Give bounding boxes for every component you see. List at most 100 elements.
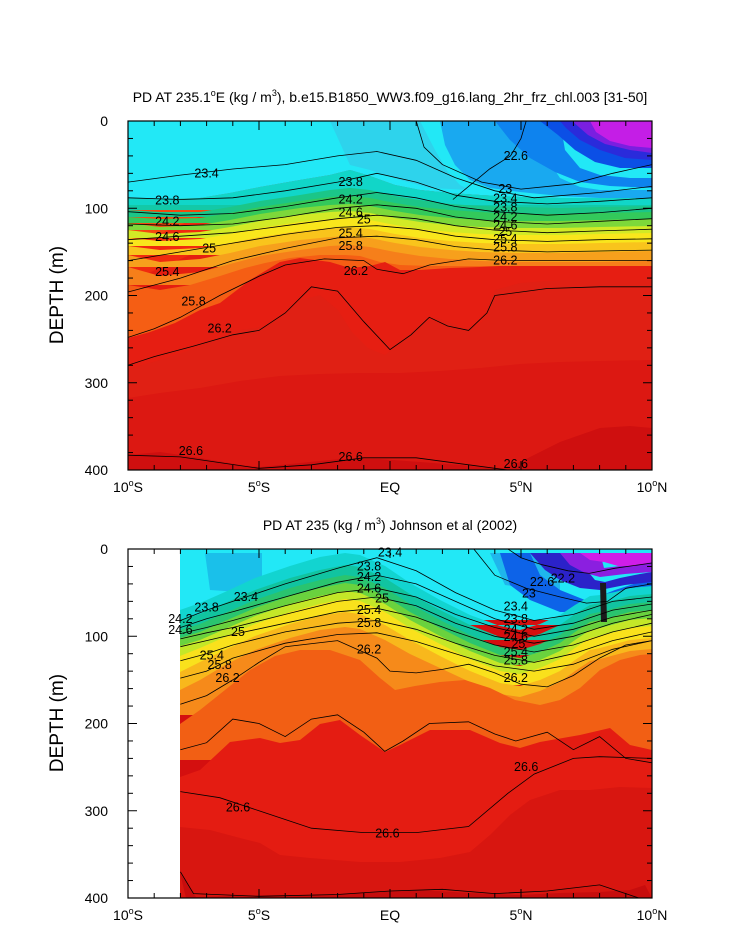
top-isoline-26-6 — [128, 454, 508, 470]
bottom-y-tick-label: 0 — [100, 541, 108, 557]
top-isoline-23 — [415, 121, 652, 190]
bottom-contour-label: 24.6 — [168, 623, 192, 637]
top-contour-label: 24.6 — [155, 230, 179, 244]
top-y-tick-label: 400 — [85, 462, 109, 478]
bottom-contour-label: 22.6 — [530, 575, 554, 589]
top-contour-label: 25.4 — [155, 265, 179, 279]
bottom-contour-lines — [180, 549, 652, 898]
top-y-tick-label: 300 — [85, 375, 109, 391]
bottom-contour-label: 25 — [375, 592, 389, 606]
top-y-axis-label: DEPTH (m) — [47, 246, 68, 344]
bottom-contour-label: 22.2 — [551, 572, 575, 586]
bottom-contour-labels: 23.423.824.224.62525.425.826.223.423.824… — [168, 546, 575, 841]
top-contour-label: 23.8 — [339, 175, 363, 189]
bottom-x-tick-label: 10oN — [637, 906, 668, 923]
top-thermocline-fill — [128, 170, 652, 470]
bottom-contour-label: 24.6 — [504, 630, 528, 644]
bottom-contour-label: 23.4 — [504, 600, 528, 614]
bottom-isoline-24-2 — [180, 587, 652, 637]
bottom-contour-label: 25.8 — [357, 616, 381, 630]
top-axes: 10oS 5oS EQ 5oN 10oN 0 100 200 300 400 — [85, 113, 668, 495]
top-contour-label: 23.8 — [493, 200, 517, 214]
bottom-contour-label: 23.8 — [357, 560, 381, 574]
bottom-isoline-25-8 — [180, 632, 652, 679]
top-contour-label: 25.8 — [493, 241, 517, 255]
top-x-tick-label: 10oN — [637, 478, 668, 495]
top-x-tick-label: EQ — [380, 479, 400, 495]
bottom-x-tick-label: 5oS — [248, 906, 270, 923]
top-isoline-24-2 — [128, 192, 652, 216]
top-isoline-26-2 — [128, 258, 652, 338]
top-isoline-24-6 — [128, 204, 652, 227]
bottom-isoline-25-4 — [180, 620, 652, 663]
bottom-isoline-23-4 — [180, 557, 652, 621]
bottom-isoline-26-6 — [180, 756, 652, 833]
bottom-contour-label: 26.6 — [514, 760, 538, 774]
top-contour-label: 26.2 — [208, 322, 232, 336]
top-chart-title: PD AT 235.1oE (kg / m3), b.e15.B1850_WW3… — [133, 88, 648, 105]
top-x-tick-label: 10oS — [113, 478, 143, 495]
top-contour-label: 26.2 — [493, 254, 517, 268]
bottom-y-tick-label: 200 — [85, 716, 109, 732]
bottom-isoline-26-4 — [180, 714, 652, 764]
top-isoline-25-8 — [128, 235, 652, 293]
bottom-contour-label: 26.2 — [357, 642, 381, 656]
bottom-contour-label: 23.8 — [194, 601, 218, 615]
bottom-contour-label: 25.4 — [504, 645, 528, 659]
top-contour-label: 25 — [202, 241, 216, 255]
bottom-contour-label: 26.6 — [226, 800, 250, 814]
top-contour-label: 26.6 — [504, 457, 528, 471]
top-x-tick-label: 5oN — [510, 478, 533, 495]
bottom-contour-label: 26.6 — [375, 826, 399, 840]
top-contour-label: 25.4 — [493, 232, 517, 246]
top-contour-lines — [128, 121, 652, 470]
top-x-tick-label: 5oS — [248, 478, 270, 495]
top-contour-label: 23.4 — [493, 192, 517, 206]
bottom-contour-label: 25.4 — [200, 648, 224, 662]
top-contour-label: 25.4 — [339, 227, 363, 241]
top-isoline-23-8 — [128, 172, 652, 205]
top-y-tick-label: 200 — [85, 288, 109, 304]
bottom-contour-label: 25.8 — [504, 654, 528, 668]
bottom-contour-label: 23 — [522, 587, 536, 601]
top-isoline-25 — [128, 214, 652, 241]
bottom-contour-label: 23.4 — [234, 590, 258, 604]
bottom-isoline-25 — [180, 607, 652, 653]
top-contour-label: 24.2 — [493, 210, 517, 224]
bottom-contour-label: 25.8 — [208, 658, 232, 672]
bottom-contour-label: 26.2 — [504, 671, 528, 685]
bottom-contour-label: 24.2 — [168, 612, 192, 626]
bottom-isoline-24-6 — [180, 596, 652, 644]
bottom-contour-label: 25 — [511, 637, 525, 651]
top-contour-label: 24.6 — [339, 206, 363, 220]
top-isoline-23-4 — [128, 151, 652, 199]
top-contour-panel: PD AT 235.1oE (kg / m3), b.e15.B1850_WW3… — [47, 88, 668, 495]
top-contour-label: 25 — [498, 225, 512, 239]
bottom-contour-label: 26.2 — [215, 671, 239, 685]
bottom-contour-label: 24.2 — [504, 622, 528, 636]
top-isoline-26-4 — [128, 286, 652, 366]
bottom-contour-label: 24.6 — [357, 581, 381, 595]
top-contour-label: 23 — [498, 182, 512, 196]
top-contour-label: 22.6 — [504, 149, 528, 163]
bottom-y-tick-label: 100 — [85, 628, 109, 644]
top-contour-label: 23.8 — [155, 193, 179, 207]
top-isoline-22-6 — [452, 121, 527, 200]
bottom-y-axis-label: DEPTH (m) — [47, 674, 68, 772]
bottom-y-tick-label: 400 — [85, 890, 109, 906]
top-contour-label: 26.6 — [179, 444, 203, 458]
top-contour-label: 24.6 — [493, 219, 517, 233]
top-contour-label: 24.2 — [339, 193, 363, 207]
bottom-isoline-23 — [473, 549, 652, 604]
bottom-contour-label: 25.4 — [357, 603, 381, 617]
bottom-y-tick-label: 300 — [85, 803, 109, 819]
bottom-contour-label: 23.8 — [504, 612, 528, 626]
top-contour-label: 25.8 — [339, 239, 363, 253]
bottom-isoline-26-2 — [180, 640, 652, 705]
bottom-axes: 10oS 5oS EQ 5oN 10oN 0 100 200 300 400 — [85, 541, 668, 923]
top-contour-label: 23.4 — [194, 166, 218, 180]
bottom-x-tick-label: 5oN — [510, 906, 533, 923]
bottom-contour-label: 25 — [231, 625, 245, 639]
top-contour-label: 25 — [357, 213, 371, 227]
